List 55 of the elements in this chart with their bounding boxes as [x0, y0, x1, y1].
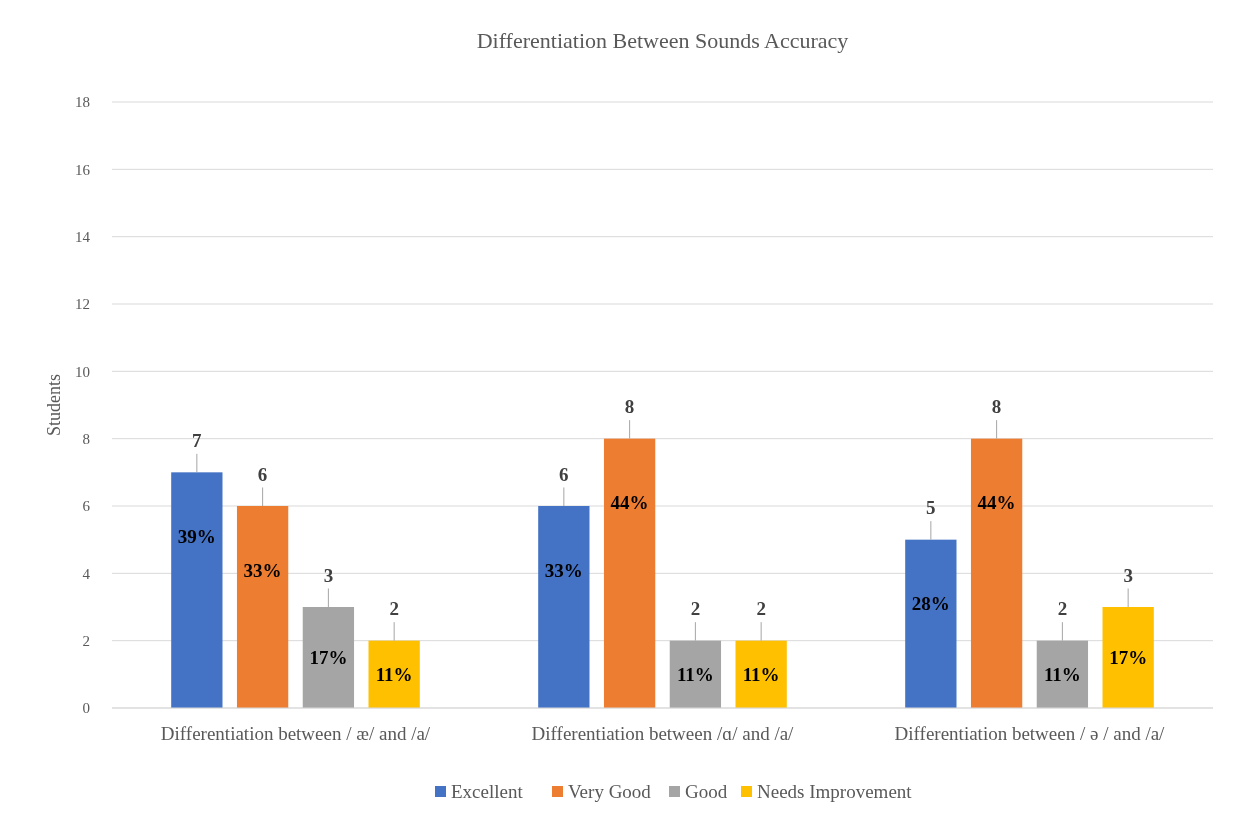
annotation: 28% — [911, 593, 950, 615]
data-label: 2 — [690, 598, 701, 620]
bar — [1036, 640, 1089, 708]
annotation: 17% — [309, 647, 348, 669]
legend-label: Needs Improvement — [757, 781, 913, 802]
data-label: 6 — [559, 463, 569, 485]
annotation: 44% — [610, 492, 649, 514]
bar — [970, 438, 1023, 708]
bar — [368, 640, 420, 708]
annotation: 44% — [977, 492, 1016, 514]
data-label: 5 — [926, 497, 936, 519]
data-label: 7 — [192, 430, 203, 452]
chart-title: Differentiation Between Sounds Accuracy — [476, 28, 849, 53]
y-tick-label: 6 — [82, 498, 91, 515]
annotation: 39% — [177, 525, 216, 547]
x-tick-label: Differentiation between /ɑ/ and /a/ — [531, 723, 795, 744]
bar — [171, 472, 223, 708]
y-tick-label: 8 — [82, 430, 90, 447]
x-tick-label: Differentiation between / æ/ and /a/ — [160, 723, 431, 744]
annotation: 11% — [676, 663, 714, 685]
y-tick-label: 18 — [75, 94, 90, 111]
y-tick-label: 14 — [75, 228, 91, 245]
data-label: 6 — [257, 463, 268, 485]
data-label: 2 — [1057, 598, 1068, 620]
bar — [236, 506, 289, 708]
bar — [302, 607, 355, 708]
y-tick-label: 12 — [75, 296, 90, 313]
data-label: 3 — [1123, 564, 1133, 586]
x-tick-label: Differentiation between / ə / and /a/ — [894, 723, 1166, 744]
annotation: 11% — [1043, 663, 1081, 685]
data-label: 2 — [389, 598, 399, 620]
annotation: 11% — [375, 663, 413, 685]
bar — [538, 506, 590, 708]
data-label: 8 — [991, 396, 1002, 418]
y-tick-label: 2 — [82, 632, 90, 649]
bar — [905, 539, 957, 708]
data-label: 2 — [756, 598, 766, 620]
annotation: 11% — [742, 663, 780, 685]
legend-label: Good — [685, 781, 728, 802]
y-axis-title: Students — [44, 373, 64, 437]
bar — [669, 640, 722, 708]
annotation: 33% — [544, 559, 583, 581]
annotation: 17% — [1109, 647, 1148, 669]
bar — [735, 640, 787, 708]
y-tick-label: 0 — [82, 700, 90, 717]
y-tick-label: 4 — [82, 565, 91, 582]
y-tick-label: 16 — [75, 161, 91, 178]
annotation: 33% — [243, 559, 282, 581]
legend-label: Excellent — [451, 781, 524, 802]
bar — [1102, 607, 1154, 708]
data-label: 8 — [624, 396, 635, 418]
y-tick-label: 10 — [75, 363, 90, 380]
data-label: 3 — [323, 564, 334, 586]
bar — [603, 438, 656, 708]
legend-label: Very Good — [568, 781, 652, 802]
